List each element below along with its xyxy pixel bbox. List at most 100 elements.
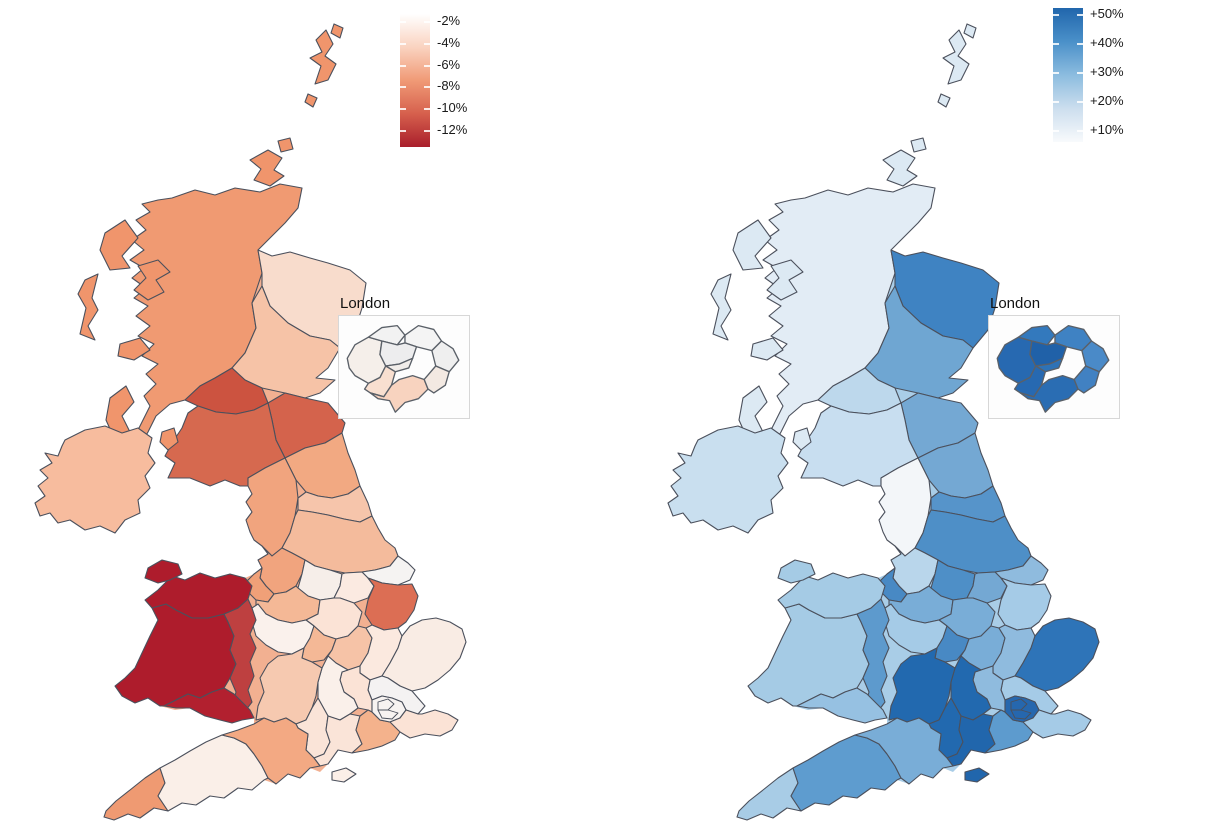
region-anglesey: [777, 559, 816, 584]
region-lewis: [99, 219, 139, 271]
legend-tick-label: +30%: [1090, 64, 1124, 79]
legend-tick-notch: [1077, 14, 1083, 16]
region-tayside: [231, 285, 341, 399]
legend-tick-notch: [1077, 101, 1083, 103]
region-hampshire: [946, 713, 996, 767]
region-shetland: [942, 29, 970, 85]
legend-tick-notch: [424, 86, 430, 89]
legend-tick-notch: [1053, 14, 1059, 16]
region-shetland_n: [330, 23, 344, 39]
legend-tick-label: -6%: [437, 56, 461, 72]
region-london-cell-0: [1010, 698, 1028, 711]
region-orkney_small: [910, 137, 927, 153]
legend-tick-notch: [1053, 101, 1059, 103]
legend-tick-notch: [424, 64, 430, 67]
region-highlands: [129, 183, 303, 447]
legend-tick-notch: [424, 21, 430, 23]
region-oxfordshire_bucks: [317, 655, 359, 721]
legend-tick-notch: [424, 108, 430, 111]
london-inset-box: [988, 315, 1120, 419]
legend-tick-notch: [400, 108, 406, 111]
legend-tick-notch: [1077, 130, 1083, 132]
region-east_anglia: [381, 617, 467, 692]
region-somerset_dorset: [221, 717, 321, 785]
region-northern_ireland: [667, 425, 789, 534]
london-inset-map-growth: [996, 324, 1110, 413]
region-glamorgan_gwent: [796, 687, 888, 724]
region-cumbria: [878, 457, 932, 557]
legend-tick-notch: [1077, 72, 1083, 74]
region-isle_of_wight: [331, 767, 357, 783]
region-kent: [389, 709, 459, 739]
legend-growth: +50% +40% +30% +20% +10%: [1053, 6, 1133, 148]
legend-decline: -2% -4% -6% -8% -10% -12%: [400, 13, 480, 154]
region-kent: [1022, 709, 1092, 739]
legend-tick-notch: [1053, 130, 1059, 132]
legend-tick-notch: [424, 130, 430, 132]
legend-tick-notch: [400, 86, 406, 89]
region-orkney: [882, 149, 918, 187]
region-skye: [133, 259, 171, 301]
region-north_wales: [777, 572, 886, 619]
region-glamorgan_gwent: [163, 687, 255, 724]
legend-tick-notch: [424, 42, 430, 45]
region-arran: [159, 427, 179, 451]
region-cornwall: [103, 767, 169, 821]
london-inset-box: [338, 315, 470, 419]
region-lincolnshire: [364, 577, 419, 631]
legend-tick-label: -2%: [437, 13, 461, 28]
region-shetland_n: [963, 23, 977, 39]
region-shetland_s: [937, 93, 951, 108]
region-lewis: [732, 219, 772, 271]
legend-tick-label: -12%: [437, 122, 468, 137]
region-cumbria: [245, 457, 299, 557]
uk-map-decline: [34, 23, 467, 821]
legend-tick-label: -8%: [437, 78, 461, 94]
region-somerset_dorset: [854, 717, 954, 785]
legend-tick-label: +20%: [1090, 93, 1124, 108]
region-shetland: [309, 29, 337, 85]
region-isle_of_wight: [964, 767, 990, 783]
region-orkney_small: [277, 137, 294, 153]
legend-tick-notch: [1053, 43, 1059, 45]
legend-tick-notch: [400, 130, 406, 132]
inset-borough-southeast: [1073, 365, 1100, 394]
london-inset-label: London: [340, 295, 391, 312]
region-mull: [117, 337, 151, 361]
legend-tick-notch: [1053, 72, 1059, 74]
region-east_anglia: [1014, 617, 1100, 692]
uk-map-growth: [667, 23, 1100, 821]
region-lincolnshire: [997, 577, 1052, 631]
region-anglesey: [144, 559, 183, 584]
region-oxfordshire_bucks: [950, 655, 992, 721]
legend-tick-notch: [1077, 43, 1083, 45]
region-north_wales: [144, 572, 253, 619]
legend-tick-label: +10%: [1090, 122, 1124, 137]
london-inset-label: London: [990, 295, 1041, 312]
region-uists: [77, 273, 99, 341]
region-south_yorkshire: [966, 571, 1008, 604]
region-shetland_s: [304, 93, 318, 108]
london-inset-growth: London: [988, 295, 1120, 419]
region-uists: [710, 273, 732, 341]
region-islay: [738, 385, 768, 439]
legend-tick-label: +40%: [1090, 35, 1124, 50]
region-mull: [750, 337, 784, 361]
region-london-cell-0: [377, 698, 395, 711]
legend-colorbar: [400, 14, 430, 147]
legend-tick-label: -4%: [437, 34, 461, 50]
region-northern_ireland: [34, 425, 156, 534]
legend-tick-label: +50%: [1090, 6, 1124, 21]
region-south_yorkshire: [333, 571, 375, 604]
region-london-cell-1: [1010, 709, 1032, 720]
legend-tick-notch: [400, 42, 406, 45]
region-cornwall: [736, 767, 802, 821]
legend-colorbar: [1053, 8, 1083, 142]
legend-tick-notch: [400, 64, 406, 67]
region-london-cell-1: [377, 709, 399, 720]
legend-tick-label: -10%: [437, 100, 468, 116]
london-inset-decline: London: [338, 295, 470, 419]
region-tayside: [864, 285, 974, 399]
region-arran: [792, 427, 812, 451]
